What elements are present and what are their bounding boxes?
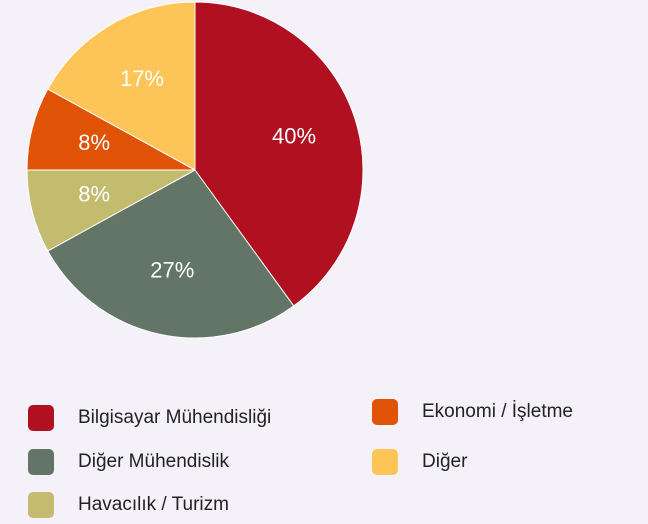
data-label: 8% bbox=[78, 182, 110, 207]
legend-label: Ekonomi / İşletme bbox=[422, 401, 573, 422]
legend-swatch bbox=[28, 492, 54, 518]
data-label: 17% bbox=[120, 66, 164, 91]
legend-swatch bbox=[28, 449, 54, 475]
pie-slice bbox=[47, 1, 196, 171]
legend-label: Diğer Mühendislik bbox=[78, 451, 230, 472]
pie-slice bbox=[47, 169, 295, 339]
legend-label: Havacılık / Turizm bbox=[78, 494, 229, 515]
legend-swatch bbox=[372, 449, 398, 475]
data-label: 8% bbox=[78, 130, 110, 155]
legend-swatch bbox=[372, 399, 398, 425]
legend-swatch bbox=[28, 405, 54, 431]
data-label: 40% bbox=[272, 124, 316, 149]
legend-label: Diğer bbox=[422, 451, 468, 472]
pie-slice bbox=[194, 1, 364, 307]
data-label: 27% bbox=[150, 257, 194, 282]
legend-label: Bilgisayar Mühendisliği bbox=[78, 407, 271, 428]
